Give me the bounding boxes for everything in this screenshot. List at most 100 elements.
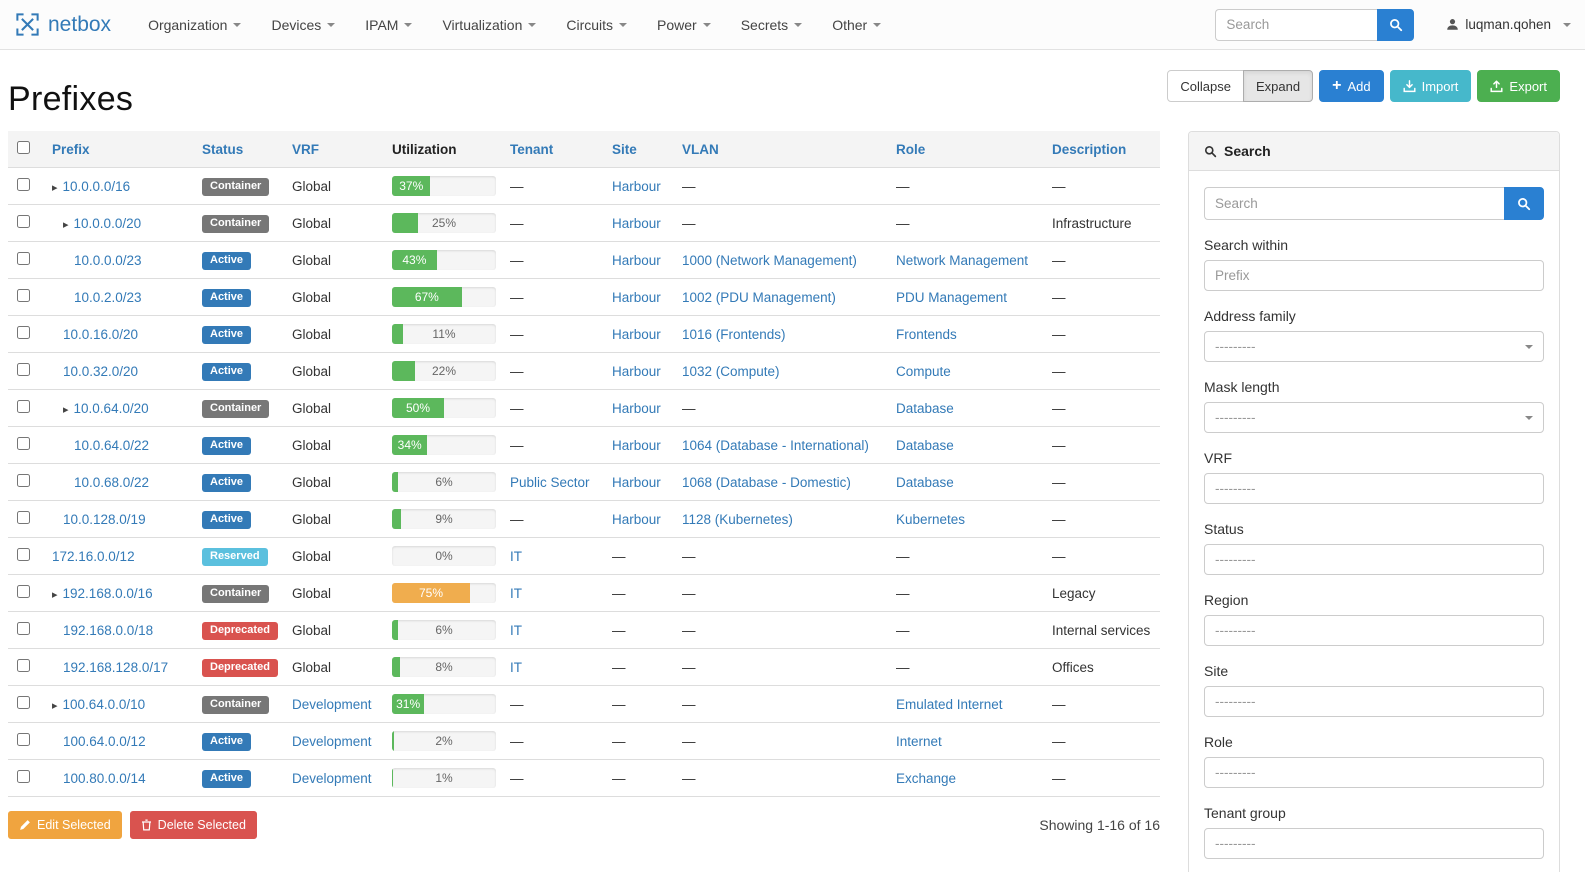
site-link[interactable]: Harbour — [612, 215, 661, 231]
user-menu[interactable]: luqman.qohen — [1446, 17, 1571, 32]
prefix-link[interactable]: 10.0.64.0/20 — [73, 400, 149, 416]
site-link[interactable]: Harbour — [612, 474, 661, 490]
role-link[interactable]: Frontends — [896, 326, 957, 342]
prefix-link[interactable]: 100.64.0.0/10 — [62, 696, 146, 712]
filter-search-button[interactable] — [1504, 187, 1544, 220]
row-checkbox[interactable] — [17, 400, 30, 413]
site-link[interactable]: Harbour — [612, 326, 661, 342]
site-link[interactable]: Harbour — [612, 289, 661, 305]
delete-selected-button[interactable]: Delete Selected — [129, 811, 257, 839]
select-all-checkbox[interactable] — [17, 141, 30, 154]
row-checkbox[interactable] — [17, 548, 30, 561]
vlan-link[interactable]: 1064 (Database - International) — [682, 437, 869, 453]
import-button[interactable]: Import — [1389, 70, 1472, 102]
prefix-link[interactable]: 10.0.128.0/19 — [63, 511, 146, 527]
prefix-link[interactable]: 192.168.128.0/17 — [63, 659, 169, 675]
sort-header-tenant[interactable]: Tenant — [510, 141, 554, 157]
site-link[interactable]: Harbour — [612, 363, 661, 379]
prefix-link[interactable]: 10.0.32.0/20 — [63, 363, 139, 379]
sort-header-site[interactable]: Site — [612, 141, 637, 157]
vlan-link[interactable]: 1032 (Compute) — [682, 363, 780, 379]
edit-selected-button[interactable]: Edit Selected — [8, 811, 122, 839]
site-link[interactable]: Harbour — [612, 178, 661, 194]
site-link[interactable]: Harbour — [612, 252, 661, 268]
tenant-link[interactable]: IT — [510, 548, 522, 564]
sort-header-status[interactable]: Status — [202, 141, 244, 157]
role-link[interactable]: Compute — [896, 363, 951, 379]
nav-menu-devices[interactable]: Devices — [256, 0, 350, 49]
collapse-button[interactable]: Collapse — [1167, 70, 1244, 102]
search-within-input[interactable] — [1204, 260, 1544, 291]
row-checkbox[interactable] — [17, 733, 30, 746]
row-checkbox[interactable] — [17, 252, 30, 265]
vrf-link[interactable]: Development — [292, 696, 372, 712]
prefix-link[interactable]: 10.0.0.0/23 — [74, 252, 142, 268]
expand-button[interactable]: Expand — [1243, 70, 1314, 102]
region-select[interactable]: --------- — [1204, 615, 1544, 646]
row-checkbox[interactable] — [17, 622, 30, 635]
status-select[interactable]: --------- — [1204, 544, 1544, 575]
tenant-link[interactable]: Public Sector — [510, 474, 590, 490]
tenant-link[interactable]: IT — [510, 659, 522, 675]
prefix-link[interactable]: 100.64.0.0/12 — [63, 733, 146, 749]
role-link[interactable]: Database — [896, 474, 954, 490]
role-link[interactable]: Kubernetes — [896, 511, 966, 527]
global-search-button[interactable] — [1377, 8, 1415, 41]
nav-menu-circuits[interactable]: Circuits — [551, 0, 642, 49]
role-link[interactable]: Internet — [896, 733, 942, 749]
tenant-link[interactable]: IT — [510, 585, 522, 601]
row-checkbox[interactable] — [17, 215, 30, 228]
row-checkbox[interactable] — [17, 326, 30, 339]
nav-menu-other[interactable]: Other — [817, 0, 896, 49]
role-link[interactable]: Emulated Internet — [896, 696, 1003, 712]
vlan-link[interactable]: 1000 (Network Management) — [682, 252, 857, 268]
prefix-link[interactable]: 10.0.64.0/22 — [74, 437, 150, 453]
row-checkbox[interactable] — [17, 437, 30, 450]
prefix-link[interactable]: 172.16.0.0/12 — [52, 548, 135, 564]
prefix-link[interactable]: 10.0.16.0/20 — [63, 326, 139, 342]
prefix-link[interactable]: 10.0.0.0/16 — [62, 178, 131, 194]
vlan-link[interactable]: 1068 (Database - Domestic) — [682, 474, 851, 490]
mask-length-select[interactable]: --------- — [1204, 402, 1544, 433]
global-search-input[interactable] — [1215, 8, 1378, 41]
row-checkbox[interactable] — [17, 474, 30, 487]
prefix-link[interactable]: 100.80.0.0/14 — [63, 770, 146, 786]
sort-header-vlan[interactable]: VLAN — [682, 141, 719, 157]
prefix-link[interactable]: 10.0.2.0/23 — [74, 289, 142, 305]
site-link[interactable]: Harbour — [612, 511, 661, 527]
row-checkbox[interactable] — [17, 659, 30, 672]
sort-header-vrf[interactable]: VRF — [292, 141, 319, 157]
vrf-link[interactable]: Development — [292, 733, 372, 749]
row-checkbox[interactable] — [17, 511, 30, 524]
site-select[interactable]: --------- — [1204, 686, 1544, 717]
filter-search-input[interactable] — [1204, 187, 1504, 220]
nav-menu-power[interactable]: Power — [642, 0, 726, 49]
role-link[interactable]: Database — [896, 400, 954, 416]
add-button[interactable]: + Add — [1319, 70, 1384, 102]
site-link[interactable]: Harbour — [612, 437, 661, 453]
sort-header-prefix[interactable]: Prefix — [52, 141, 90, 157]
site-link[interactable]: Harbour — [612, 400, 661, 416]
netbox-brand[interactable]: netbox — [14, 11, 111, 38]
prefix-link[interactable]: 192.168.0.0/16 — [62, 585, 153, 601]
vrf-link[interactable]: Development — [292, 770, 372, 786]
role-link[interactable]: Network Management — [896, 252, 1029, 268]
vlan-link[interactable]: 1016 (Frontends) — [682, 326, 786, 342]
vlan-link[interactable]: 1002 (PDU Management) — [682, 289, 836, 305]
row-checkbox[interactable] — [17, 696, 30, 709]
nav-menu-organization[interactable]: Organization — [133, 0, 256, 49]
prefix-link[interactable]: 10.0.68.0/22 — [74, 474, 150, 490]
role-link[interactable]: Database — [896, 437, 954, 453]
prefix-link[interactable]: 192.168.0.0/18 — [63, 622, 154, 638]
nav-menu-secrets[interactable]: Secrets — [726, 0, 817, 49]
role-link[interactable]: Exchange — [896, 770, 957, 786]
row-checkbox[interactable] — [17, 178, 30, 191]
row-checkbox[interactable] — [17, 289, 30, 302]
sort-header-description[interactable]: Description — [1052, 141, 1127, 157]
export-button[interactable]: Export — [1477, 70, 1560, 102]
tenant-group-select[interactable]: --------- — [1204, 828, 1544, 859]
sort-header-role[interactable]: Role — [896, 141, 926, 157]
role-select[interactable]: --------- — [1204, 757, 1544, 788]
nav-menu-ipam[interactable]: IPAM — [350, 0, 427, 49]
row-checkbox[interactable] — [17, 770, 30, 783]
